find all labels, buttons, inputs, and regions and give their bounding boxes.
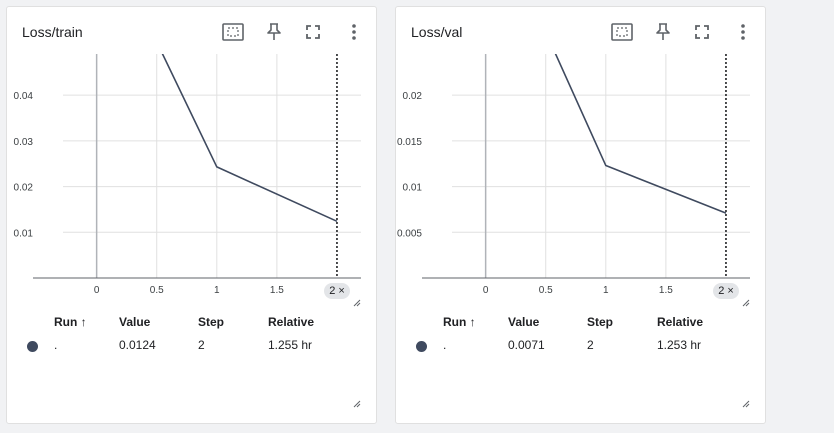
more-vert-icon xyxy=(352,24,356,40)
x-tick-label: 1 xyxy=(214,285,220,296)
fullscreen-icon xyxy=(306,25,320,39)
card-resize-handle[interactable] xyxy=(353,400,361,408)
y-tick-label: 0.02 xyxy=(14,183,34,194)
y-tick-label: 0.01 xyxy=(403,183,423,194)
run-name: . xyxy=(54,338,58,352)
resize-icon xyxy=(353,299,361,307)
x-tick-label: 1 xyxy=(603,285,609,296)
pin-button[interactable] xyxy=(261,19,287,45)
run-step: 2 xyxy=(587,338,594,352)
x-tick-label: 0 xyxy=(94,285,100,296)
more-options-button[interactable] xyxy=(730,19,756,45)
resize-icon xyxy=(353,400,361,408)
chart-resize-handle[interactable] xyxy=(353,299,361,307)
run-value: 0.0124 xyxy=(119,338,156,352)
run-color-dot xyxy=(416,341,427,352)
line-chart[interactable]: 0.005 0.01 0.015 0.02 0 0.5 1 1.5 xyxy=(396,47,767,307)
x-tick-label: 1.5 xyxy=(659,285,673,296)
x-tick-label: 0.5 xyxy=(150,285,164,296)
fit-domain-button[interactable] xyxy=(609,19,635,45)
chart-card-loss-train: Loss/train 0.01 0.02 0.03 0.04 0 0.5 1 1.5 2 × … xyxy=(6,6,377,424)
y-tick-label: 0.03 xyxy=(14,137,34,148)
step-column-header[interactable]: Step xyxy=(198,315,225,329)
chart-card-loss-val: Loss/val 0.005 0.01 0.015 0.02 0 0.5 1 1.5 2 × … xyxy=(395,6,766,424)
relative-column-header[interactable]: Relative xyxy=(657,315,704,329)
y-tick-label: 0.005 xyxy=(397,228,422,239)
y-tick-label: 0.01 xyxy=(14,228,34,239)
pin-button[interactable] xyxy=(650,19,676,45)
card-title: Loss/train xyxy=(22,24,83,40)
pin-icon xyxy=(656,23,670,40)
run-relative: 1.255 hr xyxy=(268,338,313,352)
fullscreen-button[interactable] xyxy=(300,19,326,45)
fullscreen-icon xyxy=(695,25,709,39)
run-column-header[interactable]: Run ↑ xyxy=(443,315,476,329)
x-axis-cursor-badge[interactable]: 2 × xyxy=(324,283,350,299)
more-options-button[interactable] xyxy=(341,19,367,45)
step-column-header[interactable]: Step xyxy=(587,315,614,329)
series-line xyxy=(554,54,727,214)
fullscreen-button[interactable] xyxy=(689,19,715,45)
resize-icon xyxy=(742,299,750,307)
run-value: 0.0071 xyxy=(508,338,545,352)
line-chart[interactable]: 0.01 0.02 0.03 0.04 0 0.5 1 1.5 xyxy=(7,47,378,307)
card-title: Loss/val xyxy=(411,24,463,40)
value-column-header[interactable]: Value xyxy=(508,315,540,329)
pin-icon xyxy=(267,23,281,40)
run-column-header[interactable]: Run ↑ xyxy=(54,315,87,329)
card-resize-handle[interactable] xyxy=(742,400,750,408)
fit-domain-button[interactable] xyxy=(220,19,246,45)
run-color-dot xyxy=(27,341,38,352)
fit-domain-icon xyxy=(222,23,244,41)
series-line xyxy=(161,54,338,223)
y-tick-label: 0.04 xyxy=(14,91,34,102)
run-relative: 1.253 hr xyxy=(657,338,702,352)
x-tick-label: 0 xyxy=(483,285,489,296)
y-tick-label: 0.02 xyxy=(403,91,423,102)
run-step: 2 xyxy=(198,338,205,352)
x-axis-cursor-badge[interactable]: 2 × xyxy=(713,283,739,299)
more-vert-icon xyxy=(741,24,745,40)
resize-icon xyxy=(742,400,750,408)
run-name: . xyxy=(443,338,447,352)
value-column-header[interactable]: Value xyxy=(119,315,151,329)
x-tick-label: 1.5 xyxy=(270,285,284,296)
y-tick-label: 0.015 xyxy=(397,137,422,148)
x-tick-label: 0.5 xyxy=(539,285,553,296)
fit-domain-icon xyxy=(611,23,633,41)
chart-resize-handle[interactable] xyxy=(742,299,750,307)
relative-column-header[interactable]: Relative xyxy=(268,315,315,329)
